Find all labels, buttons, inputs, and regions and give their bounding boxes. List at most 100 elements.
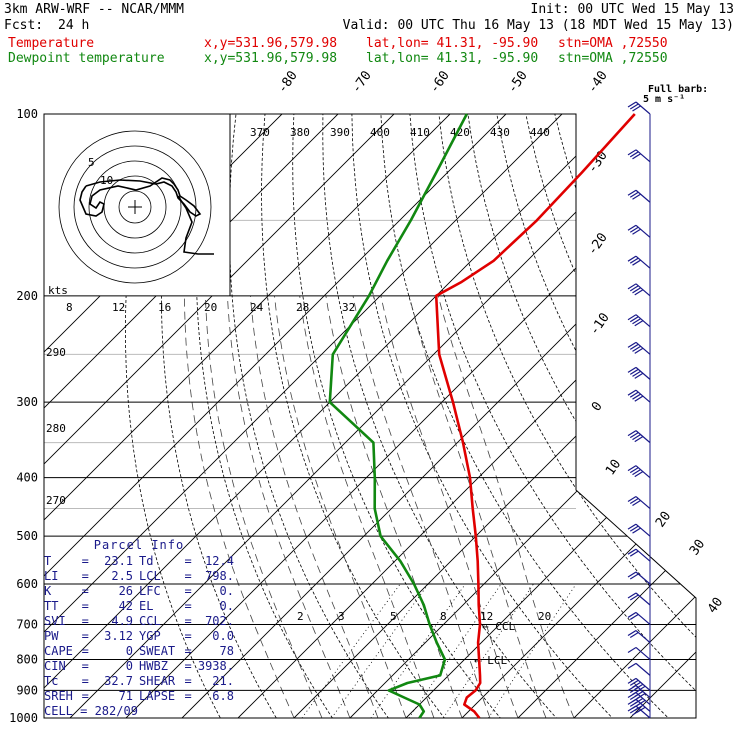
isotherm-label: 40 bbox=[705, 595, 726, 616]
wind-barb-shaft bbox=[635, 314, 651, 328]
wind-barb-shaft bbox=[635, 611, 651, 625]
theta-label: 380 bbox=[290, 126, 310, 139]
wind-barb-shaft bbox=[635, 101, 651, 115]
wind-barb-flag bbox=[629, 316, 639, 323]
hodograph-speed-label: 32 bbox=[342, 301, 355, 314]
isotherm-line bbox=[405, 114, 696, 718]
wind-barb-flag bbox=[634, 289, 644, 296]
wind-barb-flag bbox=[627, 341, 637, 348]
isotherm-line bbox=[181, 114, 696, 718]
wind-barb-flag bbox=[629, 613, 639, 620]
mixing-ratio-line bbox=[301, 583, 401, 718]
isotherm-label: 30 bbox=[687, 537, 708, 558]
wind-barb-flag bbox=[629, 700, 639, 707]
hodograph-speed-label: 28 bbox=[296, 301, 309, 314]
wind-barb-flag bbox=[632, 434, 641, 441]
hodograph-background bbox=[44, 114, 230, 296]
wind-barb-shaft bbox=[635, 255, 651, 269]
isotherm-label: -40 bbox=[585, 68, 611, 96]
pressure-label: 1000 bbox=[9, 711, 38, 725]
wind-barb-flag bbox=[634, 436, 644, 443]
parcel-row: PW = 3.12 YGP = 0.0 bbox=[44, 629, 234, 643]
model-title: 3km ARW-WRF -- NCAR/MMM bbox=[4, 2, 185, 17]
parcel-row: LI = 2.5 LCL = 798. bbox=[44, 569, 234, 583]
wind-barb-shaft bbox=[635, 677, 651, 691]
isotherm-label: -20 bbox=[585, 230, 611, 258]
isotherm-label: -60 bbox=[427, 68, 453, 96]
pressure-label: 200 bbox=[16, 289, 38, 303]
isotherm-label: -30 bbox=[585, 148, 611, 176]
pressure-label: 900 bbox=[16, 683, 38, 697]
parcel-row: CIN = 0 HWBZ = 3938. bbox=[44, 659, 234, 673]
temperature-xy: x,y=531.96,579.98 bbox=[204, 36, 338, 51]
wind-barb-flag bbox=[632, 500, 641, 507]
theta-label: 400 bbox=[370, 126, 390, 139]
dry-adiabat bbox=[554, 114, 696, 718]
wind-barb-shaft bbox=[635, 366, 651, 380]
wind-barb-flag bbox=[627, 677, 637, 684]
parcel-row: CAPE = 0 SWEAT = 78 bbox=[44, 644, 234, 658]
wind-barb-flag bbox=[632, 318, 641, 325]
parcel-row: K = 26 LFC = 0. bbox=[44, 584, 234, 598]
wind-barb bbox=[627, 571, 651, 585]
dry-adiabat bbox=[160, 114, 285, 718]
wind-barb-flag bbox=[632, 527, 641, 534]
wind-barb bbox=[627, 283, 651, 297]
wind-barb bbox=[627, 592, 651, 606]
wind-barb-flag bbox=[632, 193, 641, 200]
wind-barb bbox=[627, 523, 651, 537]
wind-barb-flag bbox=[629, 432, 639, 439]
isotherm-label: 20 bbox=[653, 509, 674, 530]
wind-barb-flag bbox=[632, 345, 641, 352]
wind-barb-shaft bbox=[635, 630, 651, 643]
dry-adiabat bbox=[261, 114, 455, 718]
temperature-legend: Temperature bbox=[8, 36, 95, 51]
wind-barb-shaft bbox=[635, 341, 651, 355]
isotherm-line bbox=[349, 114, 696, 718]
dry-adiabat bbox=[322, 114, 569, 718]
theta-side-label: 280 bbox=[46, 422, 66, 435]
wind-barb-flag bbox=[632, 228, 641, 235]
wind-barb-flag bbox=[627, 548, 637, 555]
wind-barb-shaft bbox=[635, 698, 651, 712]
wind-barb-shaft bbox=[635, 189, 651, 203]
isotherm-line bbox=[69, 114, 675, 718]
wind-barb-flag bbox=[629, 391, 639, 398]
wind-barb bbox=[627, 255, 651, 269]
parcel-info-title: Parcel Info bbox=[93, 538, 185, 552]
wind-barb bbox=[627, 314, 651, 328]
wind-barb-flag bbox=[627, 523, 637, 530]
temperature-latlon: lat,lon= 41.31, -95.90 bbox=[366, 36, 539, 51]
isotherm-label: 0 bbox=[589, 399, 606, 414]
wind-barb-shaft bbox=[635, 548, 651, 562]
parcel-cell: CELL = 282/09 bbox=[44, 704, 138, 718]
wind-barb-flag bbox=[632, 709, 641, 716]
moist-adiabat bbox=[380, 295, 519, 718]
hodograph-ring bbox=[58, 130, 212, 284]
wind-barb bbox=[627, 224, 651, 238]
dry-adiabat bbox=[351, 114, 625, 718]
wind-barb-flag bbox=[632, 259, 641, 266]
wind-barb-flag bbox=[627, 149, 637, 156]
mixing-ratio-line bbox=[442, 583, 534, 718]
wind-barb-flag bbox=[629, 285, 639, 292]
mixing-ratio-label: 2 bbox=[297, 610, 304, 623]
isotherm-line bbox=[44, 114, 339, 718]
isotherm-line bbox=[44, 114, 563, 718]
wind-barb-flag bbox=[627, 646, 637, 653]
wind-barb-shaft bbox=[635, 283, 651, 297]
wind-barb-flag bbox=[627, 224, 637, 231]
wind-barb-shaft bbox=[635, 430, 651, 444]
dewpoint-trace bbox=[328, 113, 468, 719]
isotherm-line bbox=[44, 114, 507, 718]
moist-adiabat bbox=[408, 295, 547, 718]
dry-adiabat bbox=[467, 114, 696, 718]
wind-barb-flag bbox=[629, 103, 639, 110]
wind-barb-flag bbox=[627, 314, 637, 321]
parcel-row: Tc = 32.7 SHEAR = 21. bbox=[44, 674, 234, 688]
hodograph-speed-label: 8 bbox=[66, 301, 73, 314]
wind-barb-shaft bbox=[635, 465, 651, 479]
theta-side-label: 270 bbox=[46, 494, 66, 507]
wind-barb-shaft bbox=[635, 647, 651, 660]
wind-barb-flag bbox=[632, 105, 641, 112]
